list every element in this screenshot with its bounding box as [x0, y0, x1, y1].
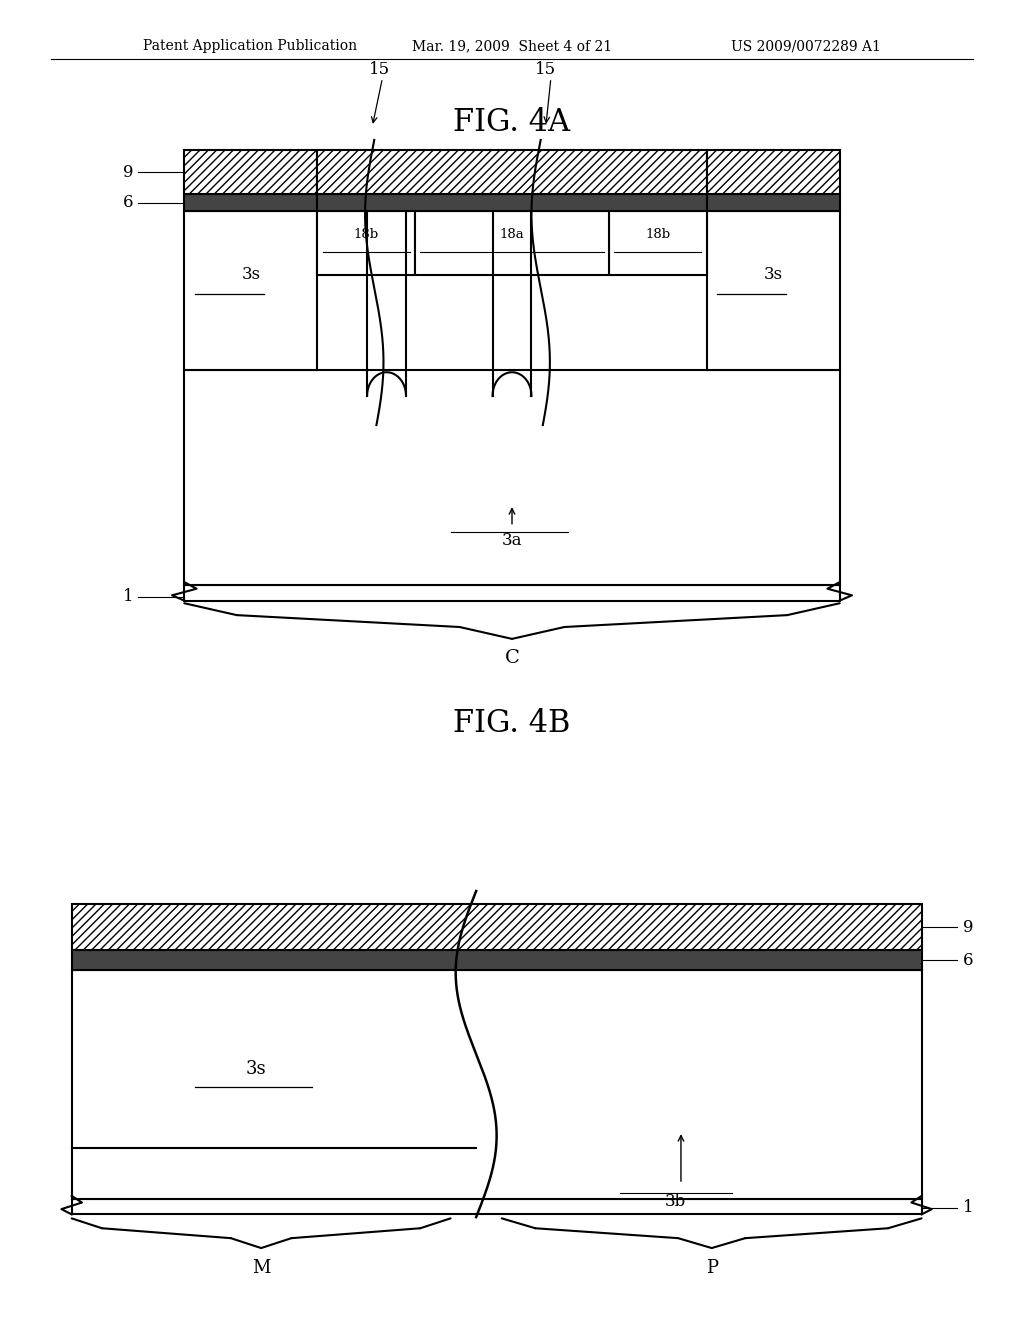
Bar [184, 150, 317, 194]
Bar [184, 370, 840, 585]
Bar [184, 194, 317, 211]
Bar [184, 585, 840, 601]
Bar [317, 150, 707, 194]
Text: C: C [505, 649, 519, 668]
Text: 3b: 3b [666, 1193, 686, 1210]
Text: US 2009/0072289 A1: US 2009/0072289 A1 [731, 40, 881, 53]
Text: 18b: 18b [353, 228, 379, 242]
Text: 15: 15 [369, 61, 390, 78]
Text: 3s: 3s [764, 267, 782, 282]
Text: 1: 1 [123, 589, 133, 605]
Text: FIG. 4B: FIG. 4B [454, 708, 570, 739]
Text: 1: 1 [963, 1200, 973, 1216]
Bar [317, 211, 415, 275]
Bar [72, 1199, 922, 1214]
Bar [609, 211, 707, 275]
Text: Patent Application Publication: Patent Application Publication [143, 40, 357, 53]
Text: Mar. 19, 2009  Sheet 4 of 21: Mar. 19, 2009 Sheet 4 of 21 [412, 40, 612, 53]
Text: 3s: 3s [242, 267, 260, 282]
Text: FIG. 4A: FIG. 4A [454, 107, 570, 139]
Bar [72, 904, 922, 950]
Text: 9: 9 [963, 919, 973, 936]
Text: 3a: 3a [502, 532, 522, 549]
Bar [707, 211, 840, 370]
Text: M: M [252, 1259, 270, 1276]
Text: 6: 6 [963, 952, 973, 969]
Text: 18b: 18b [645, 228, 671, 242]
Bar [72, 970, 922, 1199]
Bar [707, 194, 840, 211]
Text: 6: 6 [123, 194, 133, 211]
Text: P: P [706, 1259, 718, 1276]
Bar [72, 950, 922, 970]
Text: 9: 9 [123, 164, 133, 181]
Bar [707, 150, 840, 194]
Text: 15: 15 [536, 61, 556, 78]
Bar [415, 211, 609, 275]
Bar [317, 194, 707, 211]
Text: 18a: 18a [500, 228, 524, 242]
Bar [184, 211, 317, 370]
Text: 3s: 3s [246, 1060, 266, 1077]
